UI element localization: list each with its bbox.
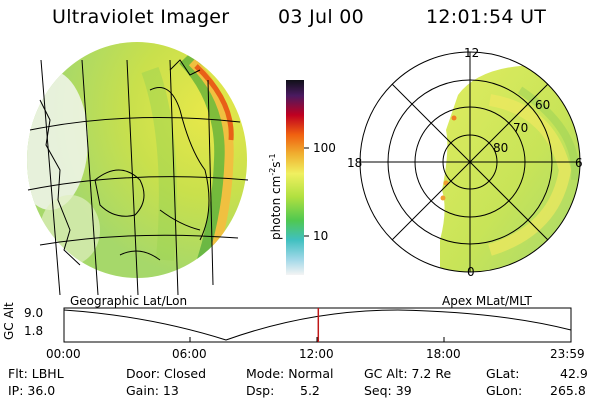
colorbar-unit-label: photon cm-2s-1 [268, 80, 283, 240]
app-title: Ultraviolet Imager [52, 6, 230, 28]
mlt-label-12: 12 [464, 46, 480, 60]
dsp-label: Dsp: [246, 383, 275, 398]
coastlines [39, 59, 210, 266]
timeline-tick-1200: 12:00 [299, 347, 334, 361]
geographic-image [27, 42, 249, 295]
observation-date: 03 Jul 00 [278, 6, 365, 28]
timeline-plot [63, 307, 572, 343]
polar-grid [359, 51, 581, 273]
mlt-label-18: 18 [347, 156, 363, 170]
glon-label: GLon: [486, 383, 523, 398]
gc-alt-readout: GC Alt: 7.2 Re [364, 366, 452, 381]
dsp-value: 5.2 [300, 383, 320, 398]
timeline-tick-1800: 18:00 [426, 347, 461, 361]
seq-readout: Seq: 39 [364, 383, 412, 398]
timeline-y-bottom: 1.8 [24, 324, 44, 338]
colorbar-unit-text2: s [269, 161, 283, 168]
right-panel-caption: Apex MLat/MLT [442, 294, 532, 308]
polar-plot [359, 51, 581, 273]
colorbar-tick-100-label: 100 [313, 141, 336, 155]
filter-readout: Flt: LBHL [8, 366, 64, 381]
altitude-curve [63, 309, 572, 341]
mlat-label-70: 70 [513, 121, 529, 135]
timeline-axis-label: GC Alt [2, 302, 16, 340]
colorbar-gradient [286, 80, 304, 275]
timeline-ticks [63, 337, 572, 342]
glat-label: GLat: [486, 366, 520, 381]
mlat-label-80: 80 [493, 141, 509, 155]
colorbar-tick-10-label: 10 [313, 229, 329, 243]
glon-value: 265.8 [550, 383, 586, 398]
observation-time: 12:01:54 UT [426, 6, 547, 28]
timeline-tick-0000: 00:00 [46, 347, 81, 361]
colorbar-unit-text: photon cm [269, 175, 283, 240]
mlat-label-60: 60 [535, 98, 551, 112]
left-panel-caption: Geographic Lat/Lon [70, 294, 188, 308]
mode-readout: Mode: Normal [246, 366, 334, 381]
mlt-label-6: 6 [575, 156, 583, 170]
timeline-tick-2359: 23:59 [550, 347, 585, 361]
timeline-tick-0600: 06:00 [172, 347, 207, 361]
lat-lon-grid [27, 59, 249, 295]
colorbar-unit-exp2: -1 [268, 153, 277, 162]
glat-value: 42.9 [560, 366, 588, 381]
gain-readout: Gain: 13 [126, 383, 179, 398]
colorbar-unit-exp1: -2 [268, 167, 277, 176]
ip-readout: IP: 36.0 [8, 383, 56, 398]
timeline-frame [63, 307, 572, 343]
door-readout: Door: Closed [126, 366, 207, 381]
timeline-y-top: 9.0 [24, 306, 44, 320]
mlt-label-0: 0 [467, 265, 475, 279]
colorbar [286, 80, 309, 275]
